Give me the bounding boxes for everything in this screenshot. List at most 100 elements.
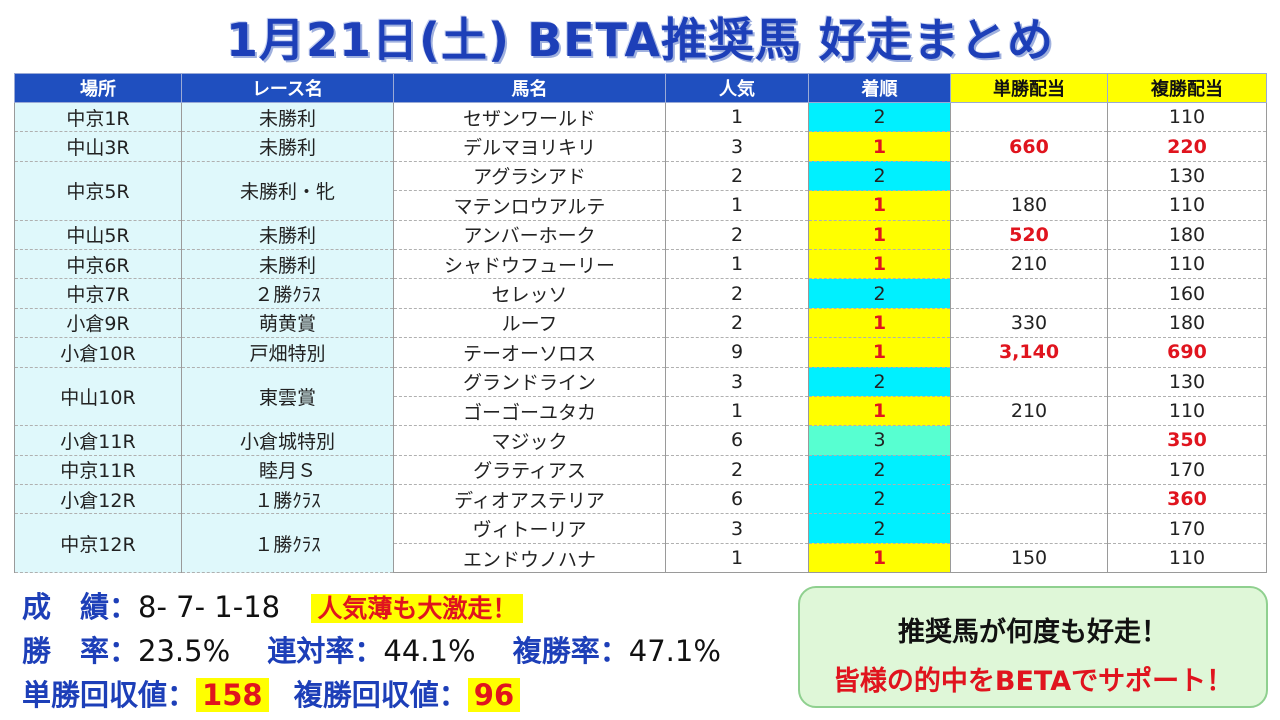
win-payout-cell (950, 101, 1108, 133)
popularity-cell: 2 (665, 307, 809, 339)
win-rate-label: 勝 率： (22, 634, 139, 668)
win-payout-cell: 330 (950, 307, 1108, 339)
venue-cell: 中山5R (14, 219, 182, 250)
table-row: マテンロウアルテ 1 1 180 110 (15, 190, 1267, 221)
race-name-cell: ２勝ｸﾗｽ (181, 278, 394, 309)
popularity-cell: 1 (665, 190, 809, 221)
win-payout-cell: 3,140 (950, 337, 1108, 368)
horse-name-cell: ディオアステリア (393, 484, 666, 515)
show-payout-cell: 110 (1107, 542, 1267, 574)
horse-name-cell: エンドウノハナ (393, 542, 666, 574)
show-payout-cell: 220 (1107, 131, 1267, 162)
race-name-cell: 睦月Ｓ (181, 454, 394, 486)
show-payout-cell: 180 (1107, 219, 1267, 250)
show-return-value: 96 (467, 678, 521, 712)
horse-name-cell: デルマヨリキリ (393, 131, 666, 162)
venue-cell: 小倉10R (14, 337, 182, 368)
table-row: 小倉10R 戸畑特別 テーオーソロス 9 1 3,140 690 (14, 337, 1267, 368)
finish-cell: 2 (808, 366, 951, 397)
show-payout-cell: 690 (1107, 337, 1267, 368)
quinella-value: 44.1% (383, 634, 476, 668)
header-win-payout: 単勝配当 (950, 73, 1108, 103)
show-payout-cell: 130 (1107, 160, 1267, 192)
table-row: 中山5R 未勝利 アンバーホーク 2 1 520 180 (14, 219, 1267, 250)
table-row: 小倉12R １勝ｸﾗｽ ディオアステリア 6 2 360 (14, 484, 1267, 515)
popularity-cell: 1 (665, 101, 809, 133)
record-line: 成 績：8- 7- 1-18 人気薄も大激走！ (22, 584, 524, 626)
race-name-cell: 未勝利・牝 (181, 160, 394, 221)
win-payout-cell: 520 (950, 219, 1108, 250)
popularity-cell: 2 (665, 219, 809, 250)
show-rate-value: 47.1% (628, 634, 721, 668)
race-name-cell: 未勝利 (181, 248, 394, 280)
record-value: 8- 7- 1-18 (138, 590, 281, 624)
win-payout-cell (950, 160, 1108, 192)
popularity-cell: 3 (665, 131, 809, 162)
table-row: 小倉9R 萌黄賞 ルーフ 2 1 330 180 (14, 307, 1267, 339)
finish-cell: 1 (808, 542, 951, 574)
race-name-cell: １勝ｸﾗｽ (181, 484, 394, 515)
table-row: ゴーゴーユタカ 1 1 210 110 (15, 395, 1267, 427)
popularity-cell: 3 (665, 513, 809, 544)
promo-callout: 推奨馬が何度も好走！ 皆様の的中をBETAでサポート！ (798, 586, 1268, 708)
table-row: 小倉11R 小倉城特別 マジック 6 3 350 (14, 425, 1267, 456)
show-payout-cell: 360 (1107, 484, 1267, 515)
finish-cell: 1 (808, 248, 951, 280)
record-badge: 人気薄も大激走！ (311, 594, 524, 623)
popularity-cell: 3 (665, 366, 809, 397)
horse-name-cell: ヴィトーリア (393, 513, 666, 544)
win-return-label: 単勝回収値： (22, 678, 197, 712)
finish-cell: 2 (808, 278, 951, 309)
finish-cell: 2 (808, 160, 951, 192)
finish-cell: 1 (808, 219, 951, 250)
header-show-payout: 複勝配当 (1107, 73, 1267, 103)
show-payout-cell: 130 (1107, 366, 1267, 397)
race-name-cell: １勝ｸﾗｽ (181, 513, 394, 574)
finish-cell: 1 (808, 307, 951, 339)
show-payout-cell: 160 (1107, 278, 1267, 309)
venue-cell: 小倉12R (14, 484, 182, 515)
table-row: 中京12R １勝ｸﾗｽ ヴィトーリア 3 2 170 (14, 513, 1267, 574)
results-table: 場所 レース名 馬名 人気 着順 単勝配当 複勝配当 中京1R 未勝利 セザンワール… (14, 73, 1267, 574)
horse-name-cell: アグラシアド (393, 160, 666, 192)
popularity-cell: 1 (665, 248, 809, 280)
show-payout-cell: 110 (1107, 190, 1267, 221)
race-name-cell: 小倉城特別 (181, 425, 394, 456)
show-payout-cell: 110 (1107, 395, 1267, 427)
race-name-cell: 未勝利 (181, 131, 394, 162)
popularity-cell: 1 (665, 395, 809, 427)
venue-cell: 中京1R (14, 101, 182, 133)
show-return-label: 複勝回収値： (293, 678, 468, 712)
finish-cell: 2 (808, 454, 951, 486)
show-payout-cell: 350 (1107, 425, 1267, 456)
horse-name-cell: ルーフ (393, 307, 666, 339)
table-row: 中山10R 東雲賞 グランドライン 3 2 130 (14, 366, 1267, 427)
show-payout-cell: 110 (1107, 248, 1267, 280)
record-label: 成 績： (22, 590, 139, 624)
win-return-value: 158 (196, 678, 269, 712)
win-payout-cell: 660 (950, 131, 1108, 162)
race-name-cell: 未勝利 (181, 101, 394, 133)
finish-cell: 3 (808, 425, 951, 456)
popularity-cell: 2 (665, 278, 809, 309)
win-payout-cell: 180 (950, 190, 1108, 221)
venue-cell: 小倉9R (14, 307, 182, 339)
table-row: エンドウノハナ 1 1 150 110 (15, 542, 1267, 574)
show-payout-cell: 110 (1107, 101, 1267, 133)
popularity-cell: 6 (665, 425, 809, 456)
table-row: 中京1R 未勝利 セザンワールド 1 2 110 (14, 101, 1267, 133)
quinella-label: 連対率： (267, 634, 384, 668)
race-name-cell: 東雲賞 (181, 366, 394, 427)
header-venue: 場所 (14, 73, 182, 103)
finish-cell: 1 (808, 190, 951, 221)
horse-name-cell: ゴーゴーユタカ (393, 395, 666, 427)
table-row: 中山3R 未勝利 デルマヨリキリ 3 1 660 220 (14, 131, 1267, 162)
header-finish: 着順 (808, 73, 951, 103)
popularity-cell: 1 (665, 542, 809, 574)
venue-cell: 中京7R (14, 278, 182, 309)
win-payout-cell (950, 278, 1108, 309)
table-header-row: 場所 レース名 馬名 人気 着順 単勝配当 複勝配当 (14, 73, 1267, 103)
venue-cell: 小倉11R (14, 425, 182, 456)
table-row: 中京7R ２勝ｸﾗｽ セレッソ 2 2 160 (14, 278, 1267, 309)
horse-name-cell: マジック (393, 425, 666, 456)
